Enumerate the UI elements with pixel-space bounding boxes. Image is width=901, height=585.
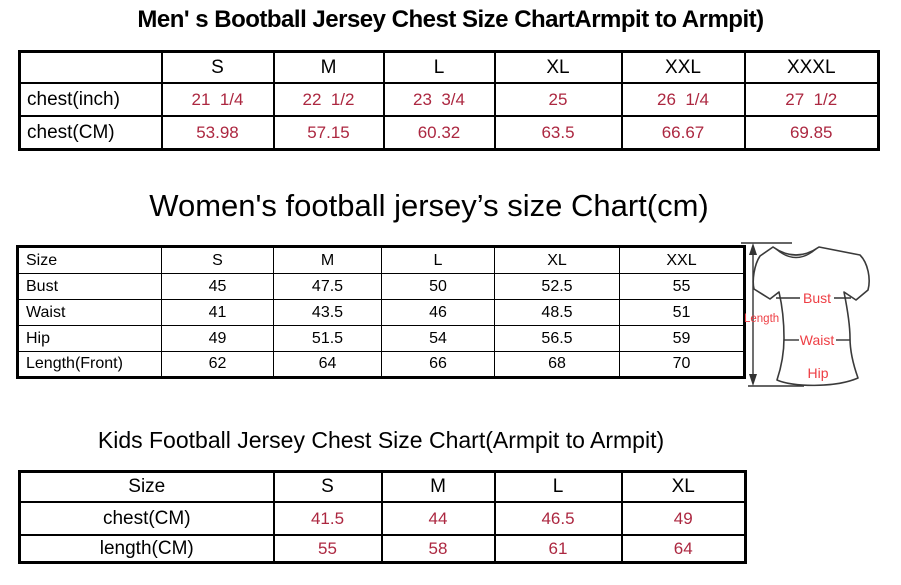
value-cell: 22 1/2 (272, 82, 385, 117)
collar-inner-line (775, 248, 817, 259)
value-cell: 47.5 (273, 273, 382, 300)
row-label-cell: chest(CM) (18, 501, 275, 536)
table-row: Hip 49 51.5 54 56.5 59 (17, 325, 745, 352)
table-row: Waist 41 43.5 46 48.5 51 (17, 299, 745, 326)
value-cell: 26 1/4 (620, 82, 746, 117)
table-row: Length(Front) 62 64 66 68 70 (17, 351, 745, 378)
column-header-cell: S (272, 470, 383, 503)
value-cell: 23 3/4 (382, 82, 496, 117)
value-cell: 56.5 (494, 325, 620, 352)
value-cell: 51.5 (273, 325, 382, 352)
value-cell: 66 (381, 351, 495, 378)
value-cell: 41.5 (272, 501, 383, 536)
column-header-cell: L (381, 246, 495, 274)
measure-lines (776, 297, 851, 341)
value-cell: 61 (493, 534, 623, 564)
value-cell: 64 (620, 534, 747, 564)
column-header-cell: L (382, 50, 496, 84)
womens-size-table: Size S M L XL XXL Bust 45 47.5 50 52.5 5… (16, 245, 746, 379)
column-header-cell: XL (494, 246, 620, 274)
value-cell: 43.5 (273, 299, 382, 326)
value-cell: 58 (380, 534, 496, 564)
value-cell: 51 (619, 299, 745, 326)
row-label-cell: length(CM) (18, 534, 275, 564)
value-cell: 57.15 (272, 115, 385, 151)
column-header-cell: M (380, 470, 496, 503)
value-cell: 70 (619, 351, 745, 378)
value-cell: 68 (494, 351, 620, 378)
column-header-cell: XXXL (743, 50, 880, 84)
value-cell: 64 (273, 351, 382, 378)
arrowhead-up-icon (749, 243, 757, 255)
value-cell: 55 (619, 273, 745, 300)
table-row: length(CM) 55 58 61 64 (18, 534, 747, 564)
value-cell: 54 (381, 325, 495, 352)
column-header-cell: XXL (620, 50, 746, 84)
value-cell: 63.5 (493, 115, 623, 151)
value-cell: 69.85 (743, 115, 880, 151)
value-cell: 25 (493, 82, 623, 117)
table-row: Bust 45 47.5 50 52.5 55 (17, 273, 745, 300)
tshirt-outline (752, 246, 870, 387)
value-cell: 48.5 (494, 299, 620, 326)
row-label-cell: Hip (17, 325, 162, 352)
column-header-cell: XXL (619, 246, 745, 274)
value-cell: 55 (272, 534, 383, 564)
value-cell: 46.5 (493, 501, 623, 536)
value-cell: 50 (381, 273, 495, 300)
value-cell: 46 (381, 299, 495, 326)
hip-label: Hip (807, 365, 828, 381)
column-header-cell: XL (493, 50, 623, 84)
mens-size-table: S M L XL XXL XXXL chest(inch) 21 1/4 22 … (18, 50, 880, 151)
table-header-row: S M L XL XXL XXXL (18, 50, 880, 84)
column-header-cell: S (160, 50, 275, 84)
table-header-row: Size S M L XL XXL (17, 246, 745, 274)
value-cell: 66.67 (620, 115, 746, 151)
mens-chart-title: Men' s Bootball Jersey Chest Size ChartA… (137, 6, 764, 33)
value-cell: 49 (620, 501, 747, 536)
corner-cell (18, 50, 163, 84)
table-row: chest(CM) 41.5 44 46.5 49 (18, 501, 747, 536)
tshirt-measurement-diagram: Length Bust Waist Hip (741, 242, 870, 387)
kids-chart-title: Kids Football Jersey Chest Size Chart(Ar… (97, 427, 665, 453)
column-header-cell: XL (620, 470, 747, 503)
value-cell: 52.5 (494, 273, 620, 300)
corner-cell: Size (17, 246, 162, 274)
length-label: Length (744, 313, 779, 325)
row-label-cell: chest(inch) (18, 82, 163, 117)
bust-label: Bust (803, 290, 831, 306)
value-cell: 45 (161, 273, 274, 300)
row-label-cell: chest(CM) (18, 115, 163, 151)
arrowhead-down-icon (749, 374, 757, 386)
column-header-cell: S (161, 246, 274, 274)
corner-cell: Size (18, 470, 275, 503)
value-cell: 62 (161, 351, 274, 378)
table-row: chest(CM) 53.98 57.15 60.32 63.5 66.67 6… (18, 115, 880, 151)
row-label-cell: Bust (17, 273, 162, 300)
womens-chart-title: Women's football jersey’s size Chart(cm) (149, 188, 709, 223)
column-header-cell: L (493, 470, 623, 503)
value-cell: 21 1/4 (160, 82, 275, 117)
column-header-cell: M (273, 246, 382, 274)
length-arrow (741, 242, 804, 387)
value-cell: 41 (161, 299, 274, 326)
value-cell: 53.98 (160, 115, 275, 151)
row-label-cell: Length(Front) (17, 351, 162, 378)
value-cell: 60.32 (382, 115, 496, 151)
value-cell: 44 (380, 501, 496, 536)
row-label-cell: Waist (17, 299, 162, 326)
value-cell: 59 (619, 325, 745, 352)
column-header-cell: M (272, 50, 385, 84)
value-cell: 49 (161, 325, 274, 352)
kids-size-table: Size S M L XL chest(CM) 41.5 44 46.5 49 … (18, 470, 747, 564)
table-header-row: Size S M L XL (18, 470, 747, 503)
table-row: chest(inch) 21 1/4 22 1/2 23 3/4 25 26 1… (18, 82, 880, 117)
waist-label: Waist (800, 332, 835, 348)
value-cell: 27 1/2 (743, 82, 880, 117)
